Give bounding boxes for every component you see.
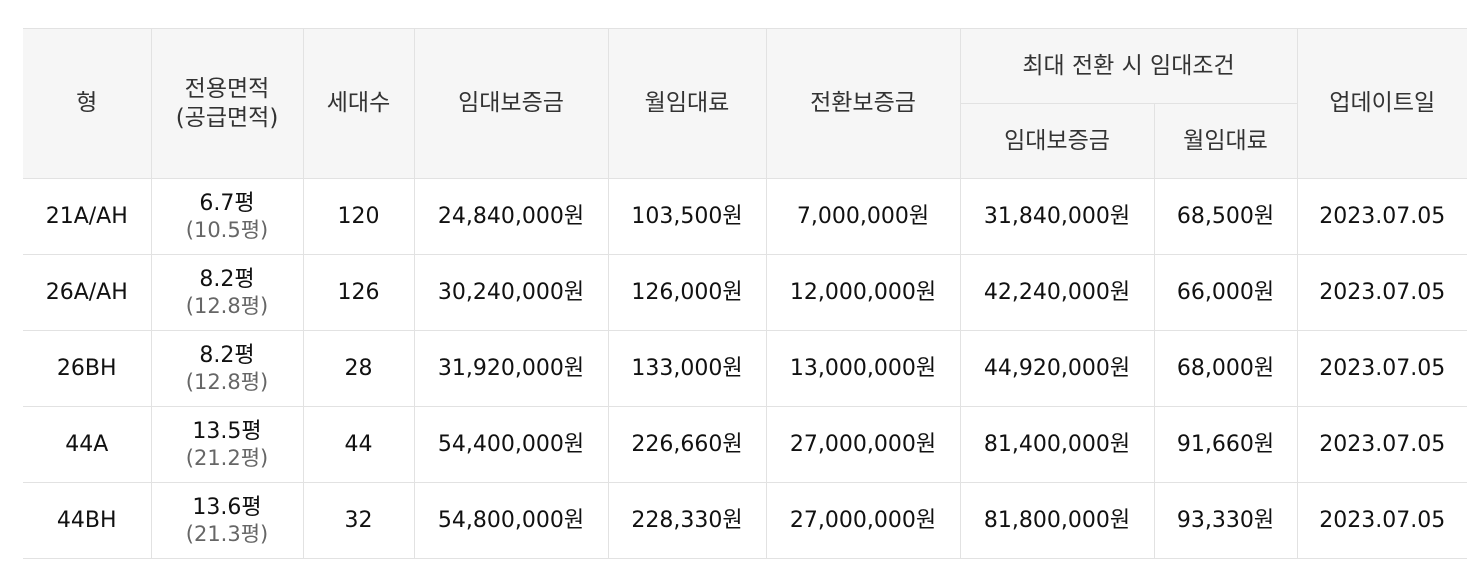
cell-area-exclusive: 13.6평 (192, 494, 262, 520)
cell-type: 44BH (23, 482, 152, 559)
table-row: 21A/AH 6.7평 (10.5평) 120 24,840,000원 103,5… (23, 178, 1467, 255)
cell-updated-date: 2023.07.05 (1296, 178, 1467, 255)
cell-deposit: 54,400,000원 (413, 406, 609, 483)
cell-conversion-deposit: 12,000,000원 (765, 254, 961, 331)
cell-max-monthly-rent: 68,500원 (1153, 178, 1298, 255)
cell-households: 32 (302, 482, 415, 559)
cell-deposit: 31,920,000원 (413, 330, 609, 407)
cell-type: 21A/AH (23, 178, 152, 255)
cell-max-deposit: 44,920,000원 (959, 330, 1155, 407)
cell-max-deposit: 31,840,000원 (959, 178, 1155, 255)
header-conversion-deposit: 전환보증금 (765, 28, 961, 179)
cell-area-exclusive: 6.7평 (199, 190, 255, 216)
cell-area-supply: (21.2평) (185, 445, 269, 470)
cell-households: 44 (302, 406, 415, 483)
cell-type: 44A (23, 406, 152, 483)
header-area-line1: 전용면적 (184, 75, 270, 102)
cell-area: 6.7평 (10.5평) (150, 178, 304, 255)
cell-area: 13.5평 (21.2평) (150, 406, 304, 483)
cell-area-exclusive: 13.5평 (192, 418, 262, 444)
cell-households: 120 (302, 178, 415, 255)
table-row: 26BH 8.2평 (12.8평) 28 31,920,000원 133,000원… (23, 330, 1467, 407)
header-max-monthly-rent: 월임대료 (1153, 103, 1297, 179)
cell-area-exclusive: 8.2평 (199, 266, 255, 292)
cell-conversion-deposit: 13,000,000원 (765, 330, 961, 407)
cell-updated-date: 2023.07.05 (1296, 406, 1467, 483)
header-monthly-rent: 월임대료 (607, 28, 767, 179)
cell-max-deposit: 81,800,000원 (959, 482, 1155, 559)
table-header: 형 전용면적 (공급면적) 세대수 임대보증금 월임대료 전환보증금 최대 전환… (23, 28, 1467, 179)
rental-table-container: 형 전용면적 (공급면적) 세대수 임대보증금 월임대료 전환보증금 최대 전환… (23, 28, 1467, 559)
header-households: 세대수 (302, 28, 415, 179)
cell-max-monthly-rent: 93,330원 (1153, 482, 1298, 559)
cell-updated-date: 2023.07.05 (1296, 254, 1467, 331)
table-row: 44A 13.5평 (21.2평) 44 54,400,000원 226,660원… (23, 406, 1467, 483)
cell-deposit: 30,240,000원 (413, 254, 609, 331)
cell-updated-date: 2023.07.05 (1296, 330, 1467, 407)
cell-conversion-deposit: 27,000,000원 (765, 482, 961, 559)
cell-monthly-rent: 126,000원 (607, 254, 767, 331)
header-type: 형 (23, 28, 152, 179)
cell-max-monthly-rent: 68,000원 (1153, 330, 1298, 407)
header-max-conversion-group: 최대 전환 시 임대조건 (959, 28, 1298, 104)
header-area: 전용면적 (공급면적) (150, 28, 304, 179)
cell-area-exclusive: 8.2평 (199, 342, 255, 368)
cell-max-monthly-rent: 91,660원 (1153, 406, 1298, 483)
cell-monthly-rent: 228,330원 (607, 482, 767, 559)
cell-deposit: 54,800,000원 (413, 482, 609, 559)
cell-type: 26A/AH (23, 254, 152, 331)
cell-deposit: 24,840,000원 (413, 178, 609, 255)
header-max-deposit: 임대보증금 (960, 103, 1155, 179)
cell-max-deposit: 42,240,000원 (959, 254, 1155, 331)
table-body: 21A/AH 6.7평 (10.5평) 120 24,840,000원 103,5… (23, 178, 1467, 559)
cell-area: 13.6평 (21.3평) (150, 482, 304, 559)
cell-area: 8.2평 (12.8평) (150, 254, 304, 331)
table-row: 44BH 13.6평 (21.3평) 32 54,800,000원 228,330… (23, 482, 1467, 559)
cell-area-supply: (12.8평) (185, 369, 269, 394)
cell-updated-date: 2023.07.05 (1296, 482, 1467, 559)
cell-area-supply: (12.8평) (185, 293, 269, 318)
cell-monthly-rent: 226,660원 (607, 406, 767, 483)
header-deposit: 임대보증금 (413, 28, 609, 179)
cell-monthly-rent: 103,500원 (607, 178, 767, 255)
table-row: 26A/AH 8.2평 (12.8평) 126 30,240,000원 126,0… (23, 254, 1467, 331)
cell-households: 126 (302, 254, 415, 331)
cell-households: 28 (302, 330, 415, 407)
cell-area-supply: (10.5평) (185, 217, 269, 242)
header-area-line2: (공급면적) (175, 104, 279, 131)
cell-conversion-deposit: 27,000,000원 (765, 406, 961, 483)
cell-area-supply: (21.3평) (185, 521, 269, 546)
cell-type: 26BH (23, 330, 152, 407)
cell-max-deposit: 81,400,000원 (959, 406, 1155, 483)
cell-area: 8.2평 (12.8평) (150, 330, 304, 407)
rental-conditions-table: 형 전용면적 (공급면적) 세대수 임대보증금 월임대료 전환보증금 최대 전환… (23, 28, 1467, 559)
cell-max-monthly-rent: 66,000원 (1153, 254, 1298, 331)
header-updated-date: 업데이트일 (1296, 28, 1467, 179)
cell-monthly-rent: 133,000원 (607, 330, 767, 407)
cell-conversion-deposit: 7,000,000원 (765, 178, 961, 255)
